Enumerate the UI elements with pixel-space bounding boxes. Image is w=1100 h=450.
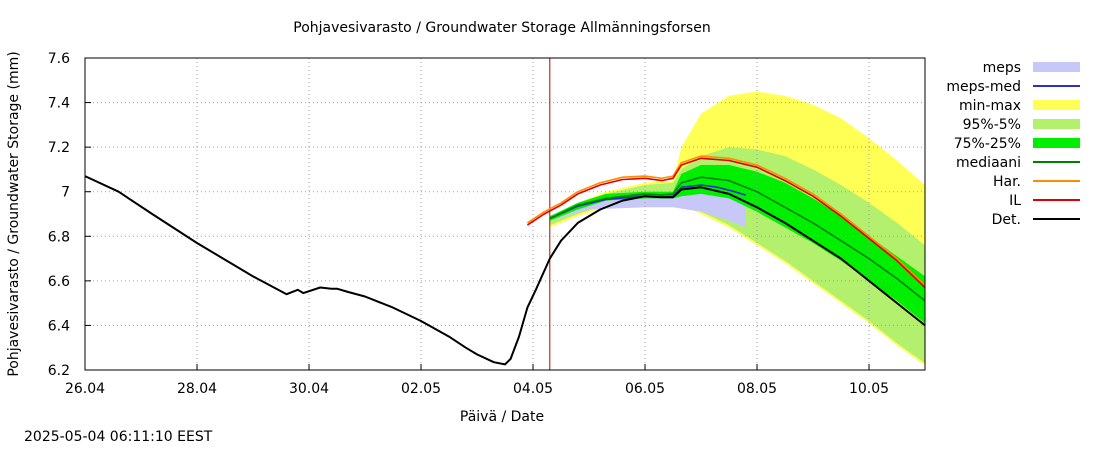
band-75-25-	[549, 165, 925, 324]
legend-item: Det.	[992, 212, 1080, 228]
series-line-il	[526, 157, 926, 289]
x-tick-label: 06.05	[625, 381, 665, 397]
x-tick-label: 30.04	[289, 381, 329, 397]
x-tick-label: 10.05	[849, 381, 889, 397]
series-line-har	[526, 155, 926, 286]
legend-item: meps	[983, 60, 1080, 76]
y-tick-label: 7.4	[48, 96, 70, 112]
y-tick-label: 7.6	[48, 51, 70, 67]
plot-lines	[84, 155, 926, 366]
legend-label: meps-med	[946, 79, 1021, 95]
timestamp: 2025-05-04 06:11:10 EEST	[24, 429, 213, 445]
y-tick-label: 6.2	[48, 363, 70, 379]
y-tick-label: 6.6	[48, 274, 70, 290]
legend-swatch	[1033, 138, 1080, 148]
legend-item: IL	[1009, 193, 1080, 209]
y-axis-label: Pohjavesivarasto / Groundwater Storage (…	[6, 51, 22, 376]
x-tick-label: 28.04	[177, 381, 217, 397]
legend-item: meps-med	[946, 79, 1080, 95]
legend-swatch	[1033, 119, 1080, 129]
legend-label: 95%-5%	[963, 117, 1021, 133]
x-tick-label: 08.05	[737, 381, 777, 397]
plot-bands	[549, 91, 925, 366]
legend-item: 75%-25%	[954, 136, 1080, 152]
legend-item: 95%-5%	[963, 117, 1080, 133]
legend-label: IL	[1009, 193, 1021, 209]
x-tick-label: 02.05	[401, 381, 441, 397]
plot-grid	[85, 58, 925, 370]
legend-swatch	[1033, 100, 1080, 110]
legend: meps meps-med min-max 95%-5% 75%-25% mediaani…	[946, 60, 1080, 228]
y-tick-label: 7	[61, 185, 70, 201]
plot-frame	[84, 57, 926, 371]
x-tick-label: 26.04	[65, 381, 105, 397]
legend-label: Har.	[993, 174, 1021, 190]
legend-label: 75%-25%	[954, 136, 1021, 152]
legend-label: meps	[983, 60, 1021, 76]
legend-label: min-max	[959, 98, 1021, 114]
x-tick-label: 04.05	[513, 381, 553, 397]
legend-item: min-max	[959, 98, 1080, 114]
legend-label: mediaani	[956, 155, 1021, 171]
y-tick-label: 7.2	[48, 140, 70, 156]
x-tick-labels: 26.04 28.04 30.04 02.05 04.05 06.05 08.05 10.05	[65, 381, 889, 397]
series-line-mediaani	[549, 176, 926, 302]
plot-border	[84, 57, 926, 371]
legend-swatch	[1033, 62, 1080, 72]
series-line-det	[84, 175, 926, 366]
y-tick-label: 6.4	[48, 318, 70, 334]
x-axis-label: Päivä / Date	[460, 409, 544, 425]
y-tick-labels: 6.2 6.4 6.6 6.8 7 7.2 7.4 7.6	[48, 51, 70, 379]
legend-label: Det.	[992, 212, 1021, 228]
legend-item: mediaani	[956, 155, 1080, 171]
legend-item: Har.	[993, 174, 1080, 190]
chart-title: Pohjavesivarasto / Groundwater Storage A…	[293, 20, 710, 36]
y-tick-label: 6.8	[48, 229, 70, 245]
